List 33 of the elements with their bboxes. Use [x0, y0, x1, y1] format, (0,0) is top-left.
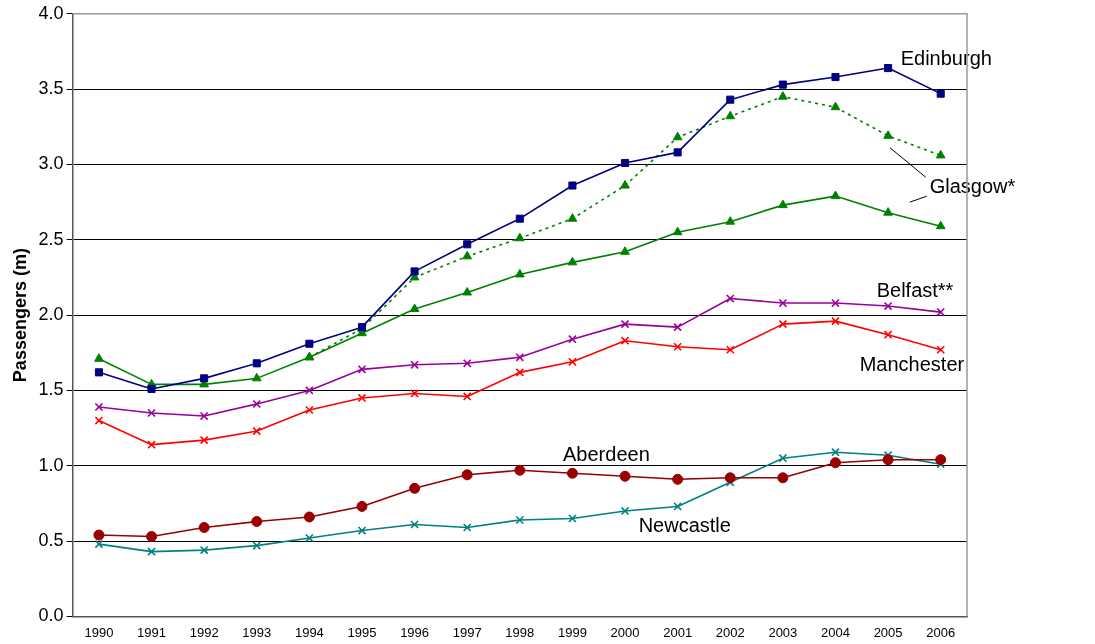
x-tick-label: 2000: [610, 624, 640, 640]
x-tick-label: 1999: [557, 624, 587, 640]
series-label: Newcastle: [638, 513, 731, 536]
x-tick-label: 2006: [926, 624, 956, 640]
y-tick-label: 4.0: [38, 2, 64, 23]
y-tick-label: 2.5: [38, 228, 64, 249]
x-tick-label: 2003: [768, 624, 798, 640]
y-axis-title: Passengers (m): [9, 248, 30, 383]
x-tick-label: 1995: [347, 624, 377, 640]
x-tick-label: 2002: [715, 624, 745, 640]
y-tick-label: 3.0: [38, 153, 64, 174]
x-tick-label: 1991: [137, 624, 166, 640]
series-label: Glasgow*: [929, 174, 1016, 197]
x-tick-label: 1996: [400, 624, 430, 640]
x-tick-label: 1998: [505, 624, 535, 640]
x-tick-label: 2005: [873, 624, 903, 640]
x-tick-label: 1997: [452, 624, 482, 640]
x-tick-label: 2001: [663, 624, 693, 640]
x-tick-label: 1993: [242, 624, 272, 640]
y-tick-label: 2.0: [38, 304, 64, 325]
y-tick-label: 1.0: [38, 454, 64, 475]
x-tick-label: 1990: [84, 624, 114, 640]
x-tick-label: 2004: [821, 624, 850, 640]
x-tick-label: 1992: [189, 624, 219, 640]
series-label: Belfast**: [876, 278, 954, 301]
y-tick-label: 0.0: [38, 605, 64, 626]
series-label: Aberdeen: [563, 442, 650, 465]
y-tick-label: 3.5: [38, 78, 64, 99]
y-tick-label: 1.5: [38, 379, 64, 400]
y-tick-label: 0.5: [38, 530, 64, 551]
x-tick-label: 1994: [294, 624, 324, 640]
series-label: Edinburgh: [900, 47, 992, 70]
series-label: Manchester: [859, 353, 965, 376]
